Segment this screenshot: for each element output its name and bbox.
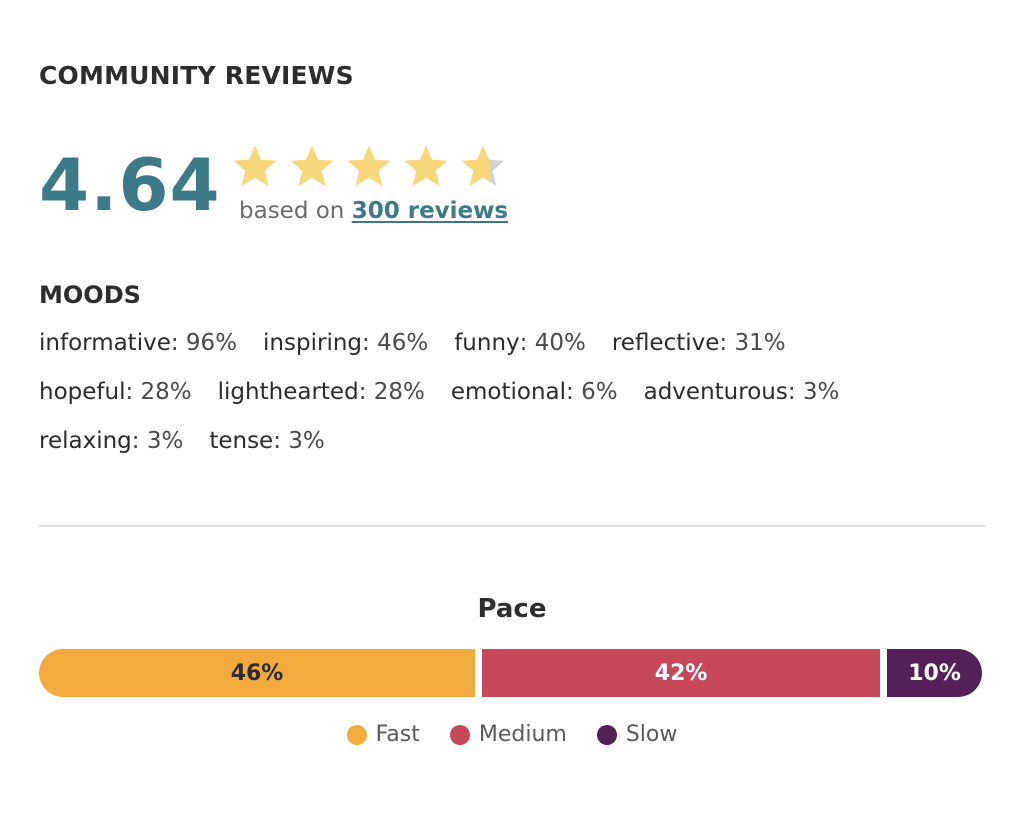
pace-bar: 46% 42% 10% xyxy=(39,649,982,697)
pace-segment-fast: 46% xyxy=(39,649,476,697)
mood-percent: 6% xyxy=(581,379,618,405)
mood-name: inspiring xyxy=(263,330,363,356)
mood-item: hopeful: 28% xyxy=(39,379,192,405)
legend-item-medium: Medium xyxy=(449,722,567,747)
legend-label: Fast xyxy=(375,722,420,747)
legend-dot-icon xyxy=(449,724,470,745)
section-divider xyxy=(39,525,985,527)
mood-name: tense xyxy=(209,428,274,454)
mood-name: emotional xyxy=(450,379,567,405)
mood-percent: 28% xyxy=(140,379,192,405)
mood-row: informative: 96% inspiring: 46% funny: 40%… xyxy=(39,330,999,379)
mood-separator: : xyxy=(170,330,186,356)
star-icon xyxy=(233,145,277,186)
mood-percent: 3% xyxy=(146,428,184,454)
mood-name: reflective xyxy=(611,330,720,356)
mood-percent: 96% xyxy=(185,330,238,356)
mood-item: informative: 96% xyxy=(39,330,237,356)
star-icon xyxy=(461,145,505,186)
mood-item: lighthearted: 28% xyxy=(218,379,425,405)
mood-name: funny xyxy=(454,330,520,356)
mood-separator: : xyxy=(566,379,582,405)
based-on-prefix: based on xyxy=(239,198,352,224)
moods-title: MOODS xyxy=(39,281,141,309)
mood-item: relaxing: 3% xyxy=(39,428,183,454)
mood-separator: : xyxy=(273,428,289,454)
star-icon xyxy=(347,145,391,186)
mood-item: tense: 3% xyxy=(209,428,324,454)
mood-separator: : xyxy=(131,428,147,454)
mood-item: reflective: 31% xyxy=(612,330,786,356)
mood-item: funny: 40% xyxy=(454,330,586,356)
mood-percent: 46% xyxy=(377,330,429,356)
legend-label: Slow xyxy=(625,722,678,747)
mood-item: adventurous: 3% xyxy=(644,379,840,405)
section-title: COMMUNITY REVIEWS xyxy=(39,61,354,90)
legend-item-fast: Fast xyxy=(346,722,420,747)
legend-label: Medium xyxy=(478,722,567,747)
mood-item: emotional: 6% xyxy=(451,379,618,405)
pace-segment-slow: 10% xyxy=(887,649,982,697)
mood-row: hopeful: 28% lighthearted: 28% emotional: … xyxy=(39,379,999,428)
mood-percent: 28% xyxy=(373,379,425,405)
mood-separator: : xyxy=(358,379,374,405)
mood-separator: : xyxy=(362,330,378,356)
average-rating: 4.64 xyxy=(39,143,221,227)
mood-percent: 40% xyxy=(534,330,586,356)
moods-list: informative: 96% inspiring: 46% funny: 40%… xyxy=(39,330,999,477)
pace-segment-medium: 42% xyxy=(482,649,881,697)
star-icon xyxy=(404,145,448,186)
mood-percent: 3% xyxy=(288,428,325,454)
mood-percent: 3% xyxy=(802,379,840,405)
mood-name: lighthearted xyxy=(217,379,359,405)
pace-title: Pace xyxy=(477,594,547,624)
mood-item: inspiring: 46% xyxy=(263,330,428,356)
pace-legend: Fast Medium Slow xyxy=(0,722,1024,747)
based-on-text: based on 300 reviews xyxy=(239,198,508,224)
legend-dot-icon xyxy=(346,724,367,745)
legend-item-slow: Slow xyxy=(596,722,678,747)
mood-row: relaxing: 3% tense: 3% xyxy=(39,428,999,477)
mood-name: adventurous xyxy=(643,379,788,405)
mood-name: relaxing xyxy=(39,428,132,454)
mood-percent: 31% xyxy=(734,330,786,356)
mood-name: hopeful xyxy=(39,379,126,405)
mood-separator: : xyxy=(125,379,141,405)
reviews-count-link[interactable]: 300 reviews xyxy=(351,198,509,224)
mood-name: informative xyxy=(39,330,171,356)
mood-separator: : xyxy=(519,330,535,356)
mood-separator: : xyxy=(787,379,803,405)
star-rating xyxy=(231,142,507,190)
mood-separator: : xyxy=(719,330,735,356)
legend-dot-icon xyxy=(596,724,617,745)
star-icon xyxy=(290,145,334,186)
